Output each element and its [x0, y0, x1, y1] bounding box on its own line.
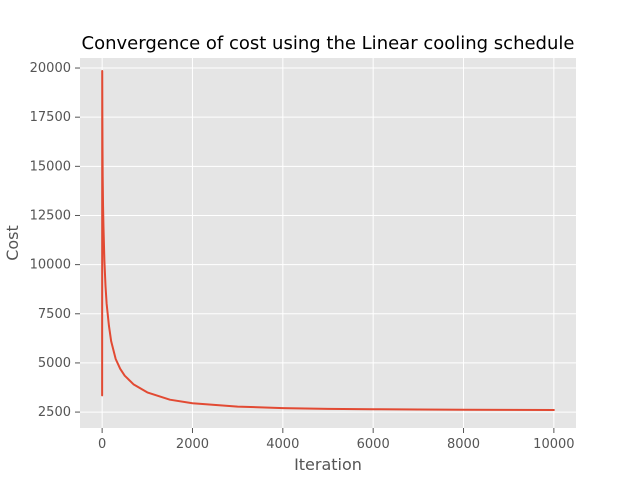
y-tick-label: 10000	[30, 258, 71, 273]
series-layer	[101, 69, 555, 412]
plot-area	[80, 58, 576, 428]
cost-series-line	[101, 69, 555, 412]
y-tick-label: 2500	[38, 405, 71, 420]
y-tick-label: 15000	[30, 159, 71, 174]
chart-title: Convergence of cost using the Linear coo…	[82, 33, 575, 54]
x-tick-label: 10000	[533, 437, 574, 452]
x-tick-label: 6000	[357, 437, 390, 452]
y-axis-label: Cost	[3, 225, 22, 261]
y-axis-ticks: 2500 5000 7500 10000 12500 15000 17500 20000	[30, 61, 80, 420]
y-tick-label: 17500	[30, 110, 71, 125]
y-tick-label: 7500	[38, 307, 71, 322]
x-tick-label: 2000	[176, 437, 209, 452]
grid-layer	[80, 58, 576, 428]
y-tick-label: 5000	[38, 356, 71, 371]
x-axis-label: Iteration	[294, 455, 362, 474]
x-tick-label: 8000	[447, 437, 480, 452]
x-axis-ticks: 0 2000 4000 6000 8000 10000	[98, 428, 575, 452]
y-tick-label: 20000	[30, 61, 71, 76]
x-tick-label: 0	[98, 437, 106, 452]
x-tick-label: 4000	[266, 437, 299, 452]
y-tick-label: 12500	[30, 208, 71, 223]
